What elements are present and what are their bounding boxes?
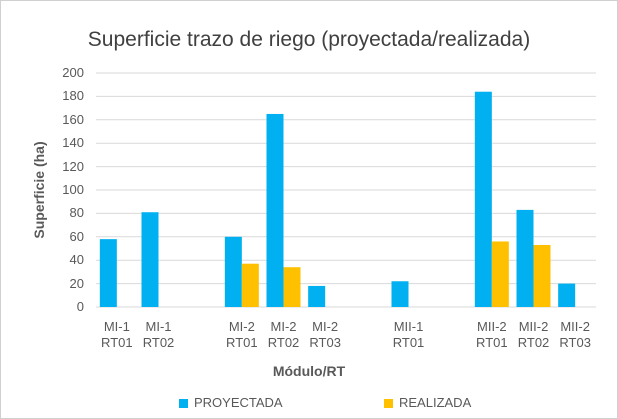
y-tick-label: 0 bbox=[76, 299, 84, 314]
bar bbox=[283, 267, 301, 307]
y-tick-label: 140 bbox=[62, 135, 84, 151]
x-axis-title: Módulo/RT bbox=[272, 363, 346, 379]
chart-title: Superficie trazo de riego (proyectada/re… bbox=[87, 28, 531, 51]
y-tick-label: 100 bbox=[62, 182, 84, 197]
y-tick-label: 20 bbox=[69, 275, 84, 291]
y-tick-label: 40 bbox=[69, 252, 84, 268]
legend-item: REALIZADA bbox=[384, 395, 471, 411]
x-tick-label: MII-2 RT03 bbox=[559, 319, 591, 350]
legend-swatch bbox=[179, 398, 188, 408]
legend-swatch bbox=[384, 398, 393, 408]
bar bbox=[99, 239, 117, 307]
y-tick-label: 180 bbox=[62, 88, 84, 104]
x-tick-label: MII-2 RT01 bbox=[476, 319, 508, 350]
bar bbox=[491, 241, 509, 307]
bar bbox=[308, 285, 326, 307]
y-tick-label: 200 bbox=[62, 65, 84, 80]
x-tick-label: MII-2 RT02 bbox=[517, 319, 550, 350]
x-tick-label: MII-1 RT01 bbox=[392, 319, 425, 350]
bar bbox=[141, 212, 159, 307]
bar bbox=[241, 263, 259, 307]
x-tick-label: MI-2 RT03 bbox=[309, 319, 341, 350]
bar bbox=[266, 113, 284, 307]
x-tick-label: MI-2 RT01 bbox=[226, 319, 258, 350]
bar bbox=[224, 236, 242, 307]
bar bbox=[558, 283, 576, 307]
bar bbox=[533, 244, 551, 307]
bar bbox=[391, 281, 409, 307]
y-tick-label: 160 bbox=[62, 111, 84, 127]
x-tick-label: MI-1 RT02 bbox=[142, 319, 175, 350]
legend-item: PROYECTADA bbox=[179, 395, 283, 411]
bar bbox=[516, 209, 534, 307]
x-tick-label: MI-2 RT02 bbox=[267, 319, 300, 350]
y-tick-label: 60 bbox=[69, 228, 84, 244]
y-tick-label: 120 bbox=[62, 158, 84, 174]
legend-label: PROYECTADA bbox=[194, 395, 283, 410]
legend-label: REALIZADA bbox=[399, 395, 472, 410]
y-tick-label: 80 bbox=[69, 205, 84, 221]
bar bbox=[474, 91, 492, 307]
x-tick-label: MI-1 RT01 bbox=[101, 319, 133, 350]
